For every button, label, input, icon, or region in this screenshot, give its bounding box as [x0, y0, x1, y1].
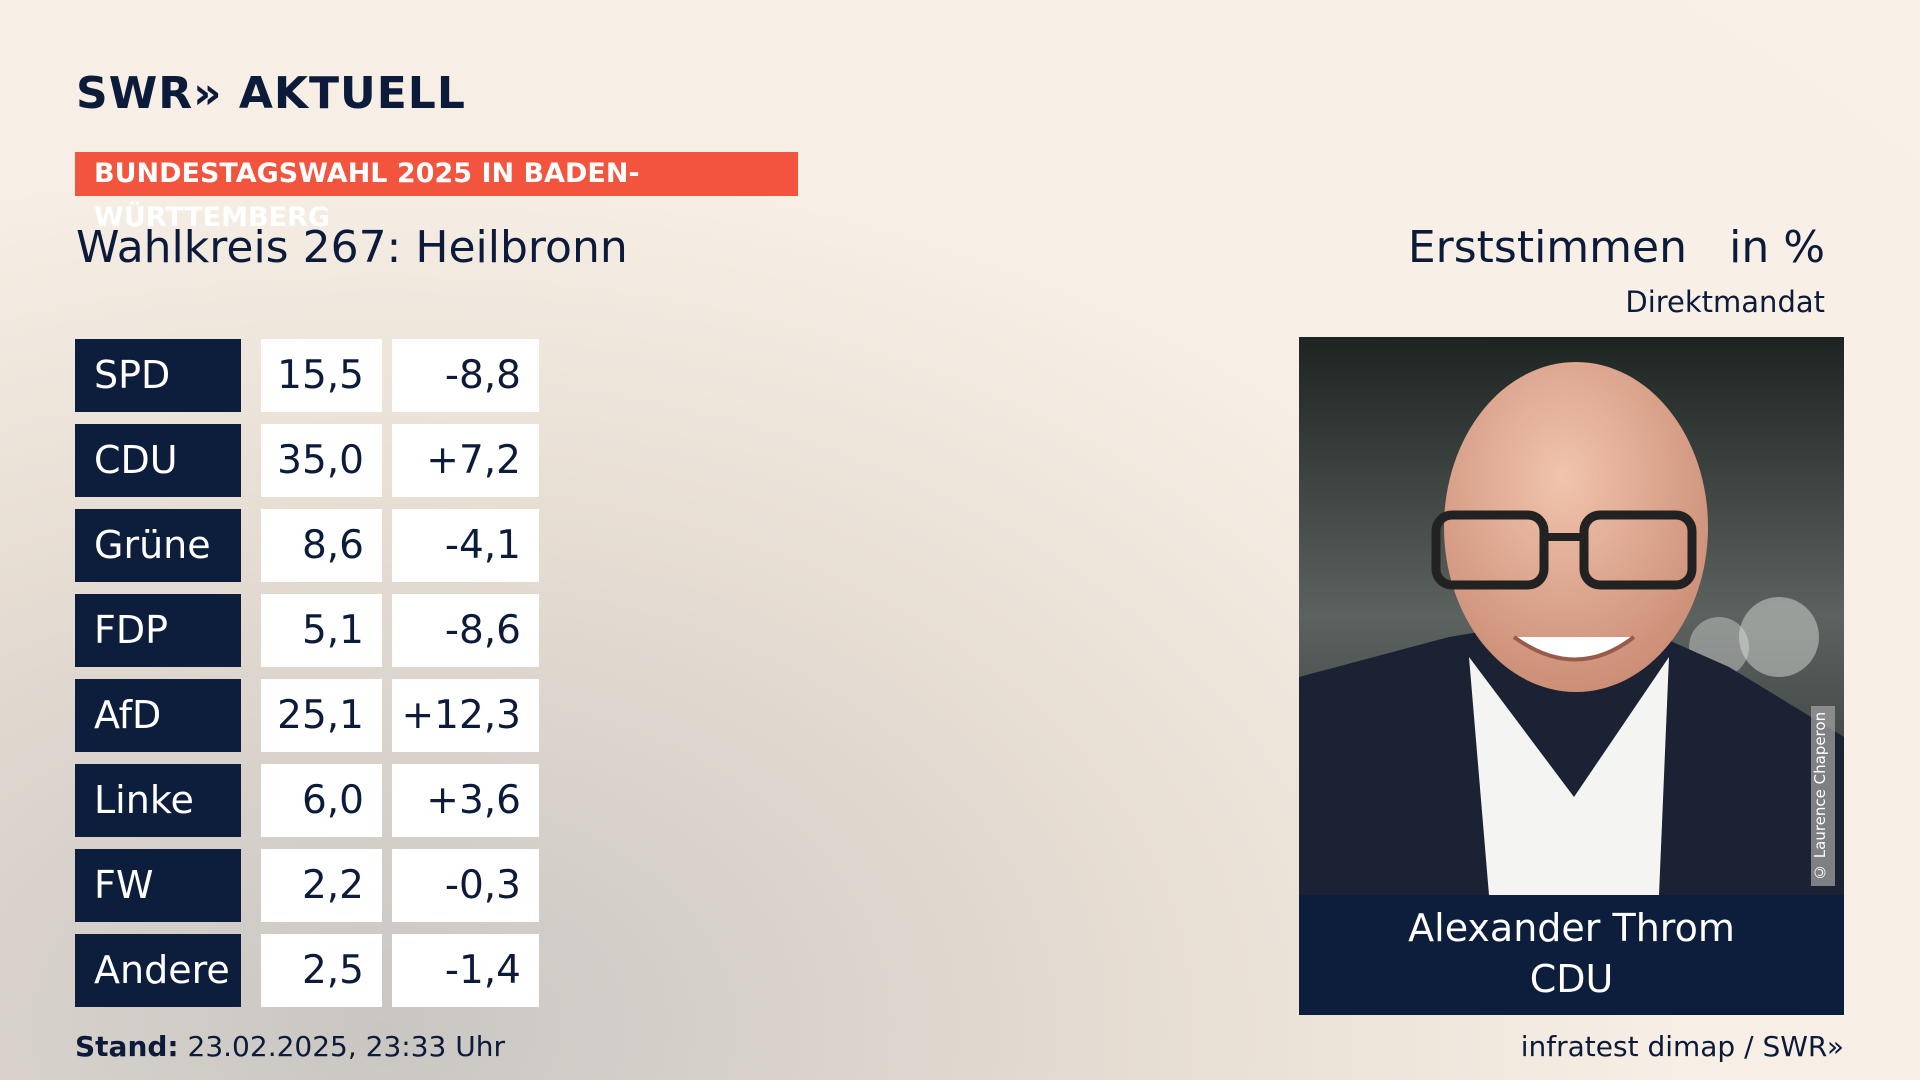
- party-name: Grüne: [75, 509, 241, 582]
- vote-share: 5,1: [261, 594, 382, 667]
- vote-change: +3,6: [392, 764, 539, 837]
- timestamp: Stand: 23.02.2025, 23:33 Uhr: [75, 1030, 505, 1063]
- candidate-party: CDU: [1529, 957, 1614, 1001]
- candidate-name: Alexander Throm: [1408, 906, 1735, 950]
- vote-share: 15,5: [261, 339, 382, 412]
- source: infratest dimap / SWR»: [1520, 1030, 1844, 1063]
- party-name: CDU: [75, 424, 241, 497]
- photo-credit: © Laurence Chaperon: [1811, 706, 1835, 886]
- timestamp-value: 23.02.2025, 23:33 Uhr: [187, 1030, 505, 1063]
- party-name: AfD: [75, 679, 241, 752]
- timestamp-label: Stand:: [75, 1030, 179, 1063]
- vote-share: 6,0: [261, 764, 382, 837]
- vote-share: 25,1: [261, 679, 382, 752]
- vote-change: +7,2: [392, 424, 539, 497]
- vote-share: 2,5: [261, 934, 382, 1007]
- vote-change: -8,8: [392, 339, 539, 412]
- vote-change: -4,1: [392, 509, 539, 582]
- vote-share: 2,2: [261, 849, 382, 922]
- party-name: SPD: [75, 339, 241, 412]
- party-name: Linke: [75, 764, 241, 837]
- party-name: FW: [75, 849, 241, 922]
- banner: BUNDESTAGSWAHL 2025 IN BADEN-WÜRTTEMBERG: [75, 152, 798, 233]
- subtitle: Direktmandat: [1625, 285, 1825, 319]
- candidate-box: Alexander Throm CDU: [1299, 895, 1844, 1015]
- vote-share: 8,6: [261, 509, 382, 582]
- vote-share: 35,0: [261, 424, 382, 497]
- vote-change: -8,6: [392, 594, 539, 667]
- unit: in %: [1729, 222, 1825, 273]
- party-name: Andere: [75, 934, 241, 1007]
- title: Wahlkreis 267: Heilbronn: [76, 222, 628, 273]
- party-name: FDP: [75, 594, 241, 667]
- vote-change: +12,3: [392, 679, 539, 752]
- vote-change: -0,3: [392, 849, 539, 922]
- candidate-photo: [1299, 337, 1844, 895]
- vote-change: -1,4: [392, 934, 539, 1007]
- measure: Erststimmen: [1407, 222, 1687, 273]
- logo: SWR» AKTUELL: [76, 68, 466, 119]
